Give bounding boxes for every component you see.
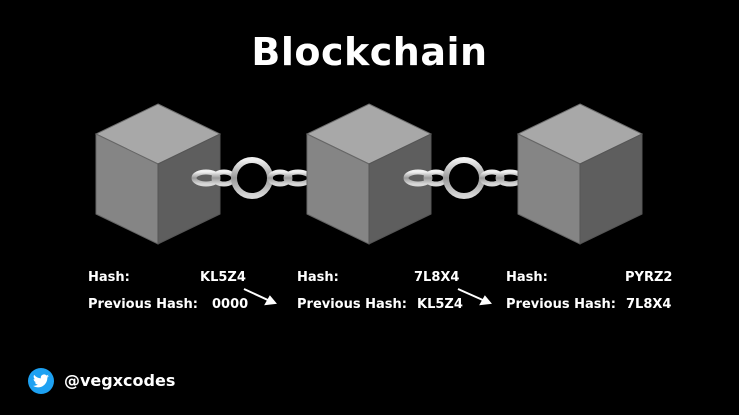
hash-value: 7L8X4 bbox=[414, 270, 460, 285]
previous-hash-label: Previous Hash: bbox=[297, 297, 407, 312]
hash-label: Hash: bbox=[88, 270, 130, 285]
hash-value: KL5Z4 bbox=[200, 270, 246, 285]
hash-value: PYRZ2 bbox=[625, 270, 673, 285]
previous-hash-label: Previous Hash: bbox=[88, 297, 198, 312]
twitter-handle[interactable]: @vegxcodes bbox=[64, 371, 176, 390]
block-cube-3 bbox=[517, 103, 643, 245]
previous-hash-label: Previous Hash: bbox=[506, 297, 616, 312]
link-arrow-1 bbox=[243, 288, 277, 306]
previous-hash-value: 0000 bbox=[212, 297, 249, 312]
previous-hash-value: KL5Z4 bbox=[417, 297, 463, 312]
previous-hash-value: 7L8X4 bbox=[626, 297, 672, 312]
hash-label: Hash: bbox=[506, 270, 548, 285]
twitter-bird-icon[interactable] bbox=[28, 368, 54, 394]
link-arrow-2 bbox=[457, 288, 492, 306]
hash-label: Hash: bbox=[297, 270, 339, 285]
diagram-title: Blockchain bbox=[251, 30, 488, 74]
